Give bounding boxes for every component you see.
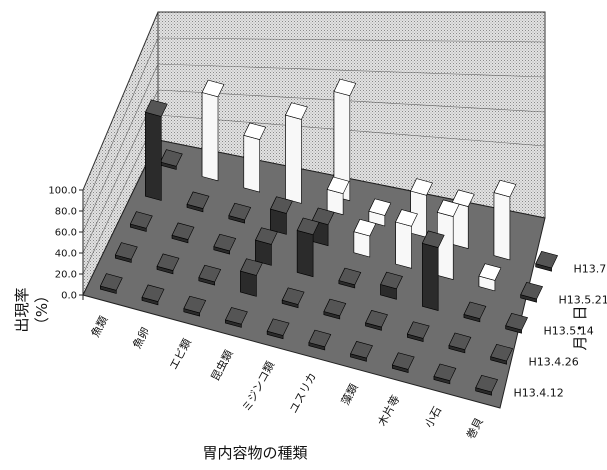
series-label: H13.7.5: [574, 263, 607, 276]
bar-エビ類-H13.4.12: [183, 295, 207, 317]
bar-ユスリカ-H13.7.5: [368, 198, 392, 227]
bar-巻貝-H13.5.21: [520, 281, 544, 303]
bar-藻類-H13.7.5: [410, 178, 433, 238]
category-label: エビ類: [167, 337, 194, 372]
bar-昆虫類-H13.4.12: [225, 307, 248, 328]
bar-ミジンコ類-H13.5.14: [296, 217, 320, 278]
bar-木片等-H13.5.14: [421, 230, 445, 311]
bar-魚類-H13.4.26: [114, 242, 138, 263]
bar-巻貝-H13.4.12: [475, 374, 499, 396]
x-axis-title: 胃内容物の種類: [202, 444, 307, 462]
bar-魚類-H13.4.12: [99, 273, 123, 294]
y-tick-label: 0.0: [61, 291, 77, 302]
bar-昆虫類-H13.5.21: [270, 196, 293, 235]
bar-ミジンコ類-H13.7.5: [326, 176, 350, 216]
bar-魚卵-H13.5.21: [186, 191, 210, 213]
series-label: H13.5.21: [559, 294, 607, 307]
bar-小石-H13.5.21: [478, 263, 502, 292]
category-label: 藻類: [339, 382, 361, 408]
bar-魚卵-H13.5.14: [171, 222, 195, 244]
y-axis-title: 出現率 （%）: [13, 287, 51, 332]
z-axis-title: 月・日: [571, 305, 589, 350]
bar-魚卵-H13.4.12: [141, 284, 165, 306]
category-label: 魚卵: [130, 325, 152, 351]
bar-小石-H13.4.12: [433, 363, 457, 385]
series-label: H13.4.26: [529, 356, 579, 369]
y-tick-labels: 0.0 20.0 40.0 60.0 80.0 100.0: [48, 186, 83, 302]
bar-エビ類-H13.7.5: [243, 122, 267, 193]
bar-ミジンコ類-H13.4.12: [266, 318, 290, 340]
bar-藻類-H13.4.26: [365, 310, 388, 331]
bar-小石-H13.5.14: [463, 301, 487, 323]
bar-エビ類-H13.5.21: [228, 202, 252, 224]
bar-木片等-H13.4.12: [391, 352, 415, 373]
bar-ミジンコ類-H13.4.26: [281, 287, 305, 309]
series-label: H13.4.12: [514, 387, 564, 400]
category-label: 魚類: [89, 314, 111, 340]
back-wall-gridlines: [157, 37, 546, 147]
bar-魚卵-H13.7.5: [201, 79, 225, 182]
bar-ユスリカ-H13.4.26: [323, 298, 347, 320]
y-tick-label: 40.0: [55, 249, 77, 260]
bar-小石-H13.4.26: [448, 332, 472, 354]
category-label: ミジンコ類: [240, 359, 277, 414]
category-label: 昆虫類: [209, 348, 236, 383]
bar-ユスリカ-H13.4.12: [308, 329, 332, 351]
bar-木片等-H13.4.26: [406, 321, 430, 342]
bar-昆虫類-H13.7.5: [285, 102, 308, 204]
y-tick-label: 80.0: [55, 207, 77, 218]
bar-昆虫類-H13.5.14: [255, 227, 278, 266]
bar-エビ類-H13.4.26: [198, 264, 222, 286]
bar-藻類-H13.5.21: [395, 209, 418, 269]
bar-魚類-H13.5.14: [129, 211, 153, 232]
bar-木片等-H13.5.21: [436, 199, 460, 280]
y-tick-label: 100.0: [48, 186, 77, 197]
series-labels: H13.4.12 H13.4.26 H13.5.14 H13.5.21 H13.7.5: [514, 263, 607, 400]
category-label: 木片等: [375, 393, 403, 429]
bar-魚卵-H13.4.26: [156, 253, 180, 275]
bar-藻類-H13.5.14: [380, 271, 403, 300]
bar-ユスリカ-H13.5.14: [338, 267, 362, 289]
bar-ユスリカ-H13.5.21: [353, 218, 377, 258]
bar-藻類-H13.4.12: [350, 341, 373, 362]
bar-昆虫類-H13.4.26: [240, 258, 263, 297]
bars: [99, 78, 559, 396]
y-tick-label: 60.0: [55, 228, 77, 239]
y-axis-unit: （%）: [33, 288, 51, 332]
bar-小石-H13.7.5: [493, 179, 517, 261]
bar-魚類-H13.5.21: [144, 99, 168, 201]
y-tick-label: 20.0: [55, 270, 77, 281]
bar-ミジンコ類-H13.7.5: [333, 78, 357, 202]
bar-エビ類-H13.5.14: [213, 233, 237, 255]
bar-巻貝-H13.4.26: [490, 343, 514, 365]
bar-巻貝-H13.7.5: [535, 250, 559, 272]
bar-巻貝-H13.5.14: [505, 312, 529, 334]
category-label: 小石: [422, 404, 444, 430]
category-label: ユスリカ: [287, 370, 319, 415]
y-axis-label: 出現率: [13, 287, 31, 332]
series-label: H13.5.14: [544, 325, 594, 338]
category-label: 巻貝: [464, 416, 486, 442]
